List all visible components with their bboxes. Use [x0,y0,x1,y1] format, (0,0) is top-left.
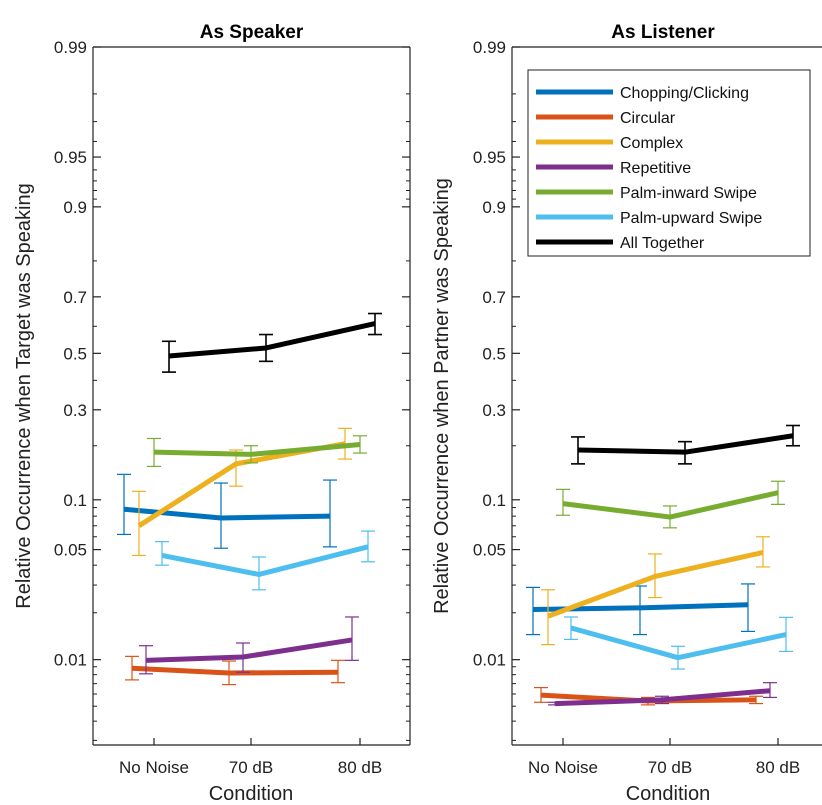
series-palm-inward-swipe [556,480,785,529]
y-tick-label: 0.3 [63,401,87,420]
y-tick-label: 0.9 [482,198,506,217]
x-tick-label: No Noise [119,758,189,777]
y-tick-label: 0.99 [54,38,87,57]
legend-box [527,69,811,257]
y-tick-label: 0.3 [482,401,506,420]
panel-title: As Speaker [200,22,304,43]
legend: Chopping/Clicking Circular Complex Repetiti… [527,69,811,257]
legend-entry: Circular [620,110,676,127]
panel-title: As Listener [611,22,715,43]
y-tick-label: 0.1 [63,491,87,510]
y-axis-label: Relative Occurrence when Partner was Spe… [431,178,453,614]
legend-entry: Chopping/Clicking [620,85,749,102]
series-circular [125,655,345,686]
y-axis-label: Relative Occurrence when Target was Spea… [13,183,35,608]
series-palm-upward-swipe [564,616,793,670]
y-tick-label: 0.95 [473,148,506,167]
y-tick-label: 0.9 [63,198,87,217]
legend-entry: Palm-upward Swipe [620,210,762,227]
series-repetitive [139,616,359,675]
y-tick-label: 0.5 [482,344,506,363]
x-tick-label: 80 dB [338,758,382,777]
series-palm-upward-swipe [155,530,375,591]
y-tick-label: 0.95 [54,148,87,167]
y-tick-label: 0.05 [54,541,87,560]
series-all-together [571,424,800,465]
y-tick-label: 0.01 [473,651,506,670]
x-tick-label: 70 dB [229,758,273,777]
series-palm-inward-swipe [147,435,367,467]
panel-listener: 0.01 0.05 0.1 0.3 0.5 0.7 0.9 0.95 0.99 No Noise 7… [431,22,822,805]
legend-entry: All Together [620,235,705,252]
x-tick-label: No Noise [528,758,598,777]
series-repetitive [548,682,777,707]
panel-speaker: 0.01 0.05 0.1 0.3 0.5 0.7 0.9 0.95 0.99 No Noise 7… [13,22,411,805]
legend-entry: Repetitive [620,160,691,177]
y-tick-label: 0.7 [482,288,506,307]
legend-entry: Complex [620,135,683,152]
x-axis-label: Condition [209,783,294,805]
y-tick-label: 0.7 [63,288,87,307]
x-tick-label: 70 dB [648,758,692,777]
legend-entry: Palm-inward Swipe [620,185,757,202]
series-all-together [162,312,382,373]
y-tick-label: 0.1 [482,491,506,510]
y-tick-label: 0.99 [473,38,506,57]
y-tick-label: 0.5 [63,344,87,363]
series-complex [541,536,770,646]
x-axis-label: Condition [626,783,711,805]
x-tick-label: 80 dB [756,758,800,777]
y-tick-label: 0.05 [473,541,506,560]
y-tick-label: 0.01 [54,651,87,670]
